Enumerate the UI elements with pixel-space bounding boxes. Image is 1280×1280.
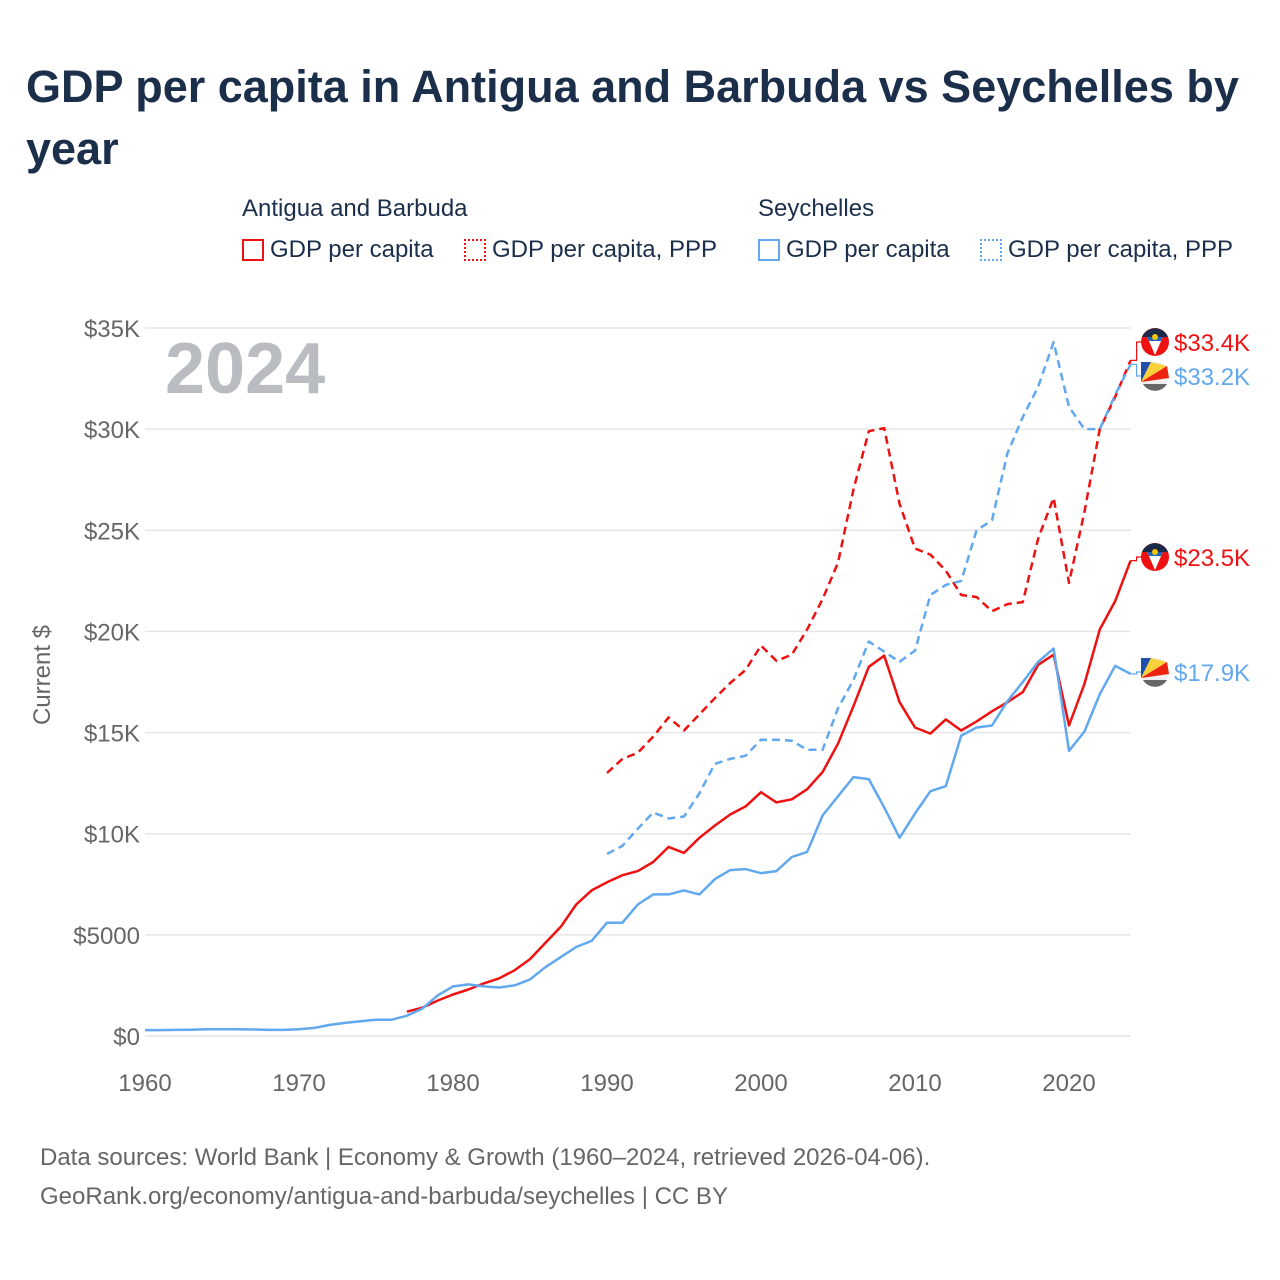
source-url-text: GeoRank.org/economy/antigua-and-barbuda/… bbox=[40, 1183, 728, 1210]
series-line bbox=[145, 647, 1132, 1032]
flag-yellow bbox=[1141, 362, 1167, 382]
label-connector bbox=[1130, 556, 1143, 562]
legend-label: GDP per capita, PPP bbox=[1008, 236, 1233, 263]
y-tick-label: $15K bbox=[84, 721, 140, 748]
flag-top bbox=[1142, 543, 1168, 552]
legend-item-seychelles-ppp[interactable]: GDP per capita, PPP bbox=[980, 236, 1233, 264]
y-tick-label: $35K bbox=[84, 316, 140, 343]
seychelles-flag-icon bbox=[1141, 362, 1169, 391]
x-tick-label: 1990 bbox=[580, 1070, 633, 1097]
year-watermark: 2024 bbox=[165, 329, 325, 409]
legend-label: GDP per capita bbox=[786, 236, 950, 263]
chart-title: GDP per capita in Antigua and Barbuda vs… bbox=[26, 61, 1239, 174]
data-source-text: Data sources: World Bank | Economy & Gro… bbox=[40, 1144, 931, 1171]
y-tick-label: $5000 bbox=[73, 923, 140, 950]
legend-item-antigua-gdp[interactable]: GDP per capita bbox=[242, 236, 434, 264]
x-tick-label: 2020 bbox=[1042, 1070, 1095, 1097]
legend-label: GDP per capita, PPP bbox=[492, 236, 717, 263]
legend-swatch-solid bbox=[242, 239, 264, 261]
x-tick-label: 1980 bbox=[426, 1070, 479, 1097]
series-line bbox=[406, 560, 1132, 1013]
flag-yellow bbox=[1141, 658, 1167, 678]
legend-label: GDP per capita bbox=[270, 236, 434, 263]
series-line bbox=[606, 359, 1132, 774]
y-axis-title: Current $ bbox=[29, 625, 56, 725]
x-tick-label: 2000 bbox=[734, 1070, 787, 1097]
flag-green bbox=[1143, 384, 1167, 391]
flag-green bbox=[1143, 680, 1167, 687]
legend-item-antigua-ppp[interactable]: GDP per capita, PPP bbox=[464, 236, 717, 264]
seychelles-flag-icon bbox=[1141, 658, 1169, 687]
x-tick-label: 2010 bbox=[888, 1070, 941, 1097]
end-value-label: $33.2K bbox=[1174, 364, 1250, 391]
flag-sun bbox=[1152, 334, 1158, 340]
y-tick-label: $30K bbox=[84, 417, 140, 444]
x-tick-label: 1960 bbox=[118, 1070, 171, 1097]
flag-sun bbox=[1152, 549, 1158, 555]
legend-group-seychelles: Seychelles bbox=[758, 195, 875, 222]
antigua-flag-icon bbox=[1141, 543, 1169, 571]
antigua-flag-icon bbox=[1141, 328, 1169, 356]
legend-item-seychelles-gdp[interactable]: GDP per capita bbox=[758, 236, 950, 264]
y-tick-label: $25K bbox=[84, 518, 140, 545]
y-tick-label: $20K bbox=[84, 619, 140, 646]
flag-top bbox=[1142, 328, 1168, 337]
legend-group-antigua: Antigua and Barbuda bbox=[242, 195, 468, 222]
legend-swatch-dotted bbox=[464, 239, 486, 261]
end-value-label: $23.5K bbox=[1174, 545, 1250, 572]
series-line bbox=[606, 340, 1132, 856]
flag-red bbox=[1141, 366, 1169, 382]
legend-swatch-solid bbox=[758, 239, 780, 261]
label-connector bbox=[1130, 341, 1143, 361]
end-value-label: $17.9K bbox=[1174, 660, 1250, 687]
label-connector bbox=[1130, 363, 1143, 377]
flag-red bbox=[1141, 662, 1169, 678]
label-connector bbox=[1130, 671, 1143, 675]
end-value-label: $33.4K bbox=[1174, 330, 1250, 357]
y-tick-label: $10K bbox=[84, 822, 140, 849]
legend-swatch-dotted bbox=[980, 239, 1002, 261]
x-tick-label: 1970 bbox=[272, 1070, 325, 1097]
y-tick-label: $0 bbox=[113, 1024, 140, 1051]
footer: Data sources: World Bank | Economy & Gro… bbox=[40, 1138, 930, 1216]
